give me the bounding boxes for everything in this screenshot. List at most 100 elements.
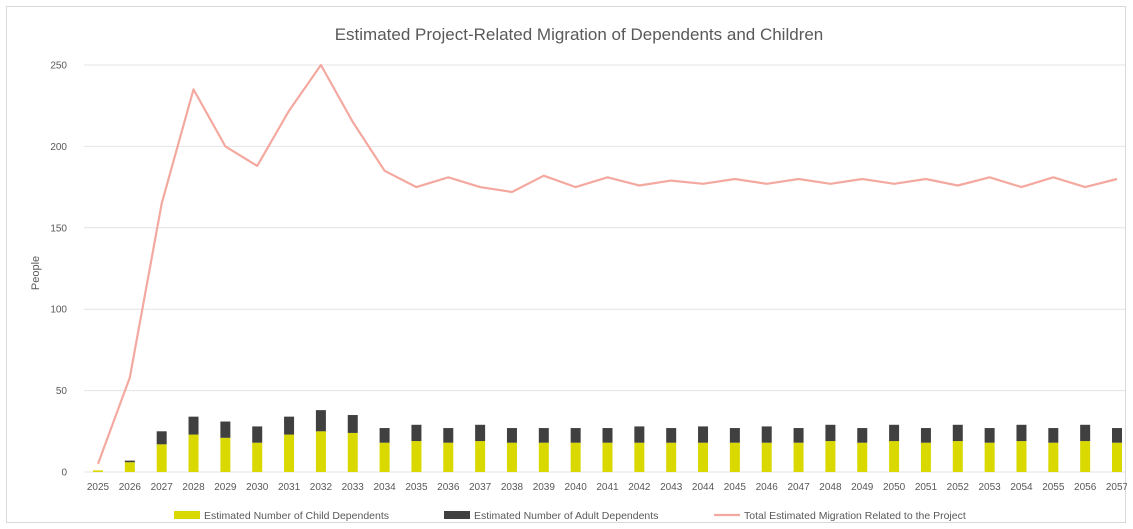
adult-dependents-bar-2052 xyxy=(952,424,963,442)
child-dependents-bar-2029 xyxy=(220,437,231,472)
adult-dependents-bar-2028 xyxy=(188,416,199,435)
adult-dependents-bar-2040 xyxy=(570,428,581,443)
x-tick-label-2048: 2048 xyxy=(819,482,842,493)
legend-label: Total Estimated Migration Related to the… xyxy=(744,510,966,522)
adult-dependents-bar-2026 xyxy=(124,460,135,463)
x-tick-label-2051: 2051 xyxy=(915,482,938,493)
chart-title: Estimated Project-Related Migration of D… xyxy=(335,25,824,44)
adult-dependents-bar-2053 xyxy=(984,428,995,443)
child-dependents-bar-2042 xyxy=(634,442,645,472)
x-tick-label-2035: 2035 xyxy=(405,482,428,493)
adult-dependents-bar-2041 xyxy=(602,428,613,443)
child-dependents-bar-2044 xyxy=(698,442,709,472)
x-tick-label-2053: 2053 xyxy=(979,482,1002,493)
adult-dependents-bar-2035 xyxy=(411,424,422,442)
x-tick-label-2054: 2054 xyxy=(1010,482,1033,493)
x-tick-label-2037: 2037 xyxy=(469,482,492,493)
y-tick-label: 200 xyxy=(50,142,67,153)
child-dependents-bar-2036 xyxy=(443,442,454,472)
adult-dependents-bar-2056 xyxy=(1080,424,1091,442)
chart-frame: Estimated Project-Related Migration of D… xyxy=(6,6,1127,523)
y-tick-label: 250 xyxy=(50,61,67,72)
adult-dependents-bar-2049 xyxy=(857,428,868,443)
y-tick-label: 0 xyxy=(61,468,67,479)
x-tick-label-2028: 2028 xyxy=(182,482,205,493)
adult-dependents-bar-2032 xyxy=(315,410,326,432)
x-tick-label-2050: 2050 xyxy=(883,482,906,493)
adult-dependents-bar-2051 xyxy=(920,428,931,443)
child-dependents-bar-2030 xyxy=(252,442,263,472)
x-tick-label-2039: 2039 xyxy=(533,482,556,493)
adult-dependents-bar-2043 xyxy=(666,428,677,443)
x-tick-label-2040: 2040 xyxy=(565,482,588,493)
child-dependents-bar-2048 xyxy=(825,441,836,472)
gridlines xyxy=(84,64,1125,473)
x-tick-label-2049: 2049 xyxy=(851,482,874,493)
child-dependents-bar-2038 xyxy=(506,442,517,472)
legend-swatch-child-dependents xyxy=(174,511,200,519)
child-dependents-bar-2034 xyxy=(379,442,390,472)
x-tick-label-2038: 2038 xyxy=(501,482,524,493)
migration-chart: Estimated Project-Related Migration of D… xyxy=(30,25,1127,522)
x-tick-label-2034: 2034 xyxy=(373,482,396,493)
adult-dependents-bar-2039 xyxy=(538,428,549,443)
y-tick-label: 50 xyxy=(56,386,68,397)
child-dependents-bar-2037 xyxy=(475,441,486,472)
adult-dependents-bar-2027 xyxy=(156,431,167,445)
total-migration-line xyxy=(96,63,1118,465)
child-dependents-bar-2046 xyxy=(761,442,772,472)
x-axis-ticks: 2025 2026 2027 2028 2029 2030 2031 2032 2033 2034… xyxy=(87,482,1127,493)
x-tick-label-2032: 2032 xyxy=(310,482,333,493)
x-tick-label-2055: 2055 xyxy=(1042,482,1065,493)
adult-dependents-bar-2046 xyxy=(761,426,772,443)
legend: Estimated Number of Child Dependents Esti… xyxy=(174,510,966,522)
adult-dependents-bar-2044 xyxy=(698,426,709,443)
y-tick-label: 100 xyxy=(50,305,67,316)
x-tick-label-2031: 2031 xyxy=(278,482,301,493)
adult-dependents-bar-2030 xyxy=(252,426,263,443)
x-tick-label-2041: 2041 xyxy=(596,482,619,493)
y-tick-label: 150 xyxy=(50,223,67,234)
child-dependents-bar-2027 xyxy=(156,444,167,472)
adult-dependents-bar-2054 xyxy=(1016,424,1027,442)
x-tick-label-2029: 2029 xyxy=(214,482,237,493)
x-tick-label-2036: 2036 xyxy=(437,482,460,493)
child-dependents-bar-2040 xyxy=(570,442,581,472)
child-dependents-bar-2031 xyxy=(284,434,295,472)
child-dependents-bar-2039 xyxy=(538,442,549,472)
child-dependents-bar-2056 xyxy=(1080,441,1091,472)
adult-dependents-bar-2050 xyxy=(889,424,900,442)
child-dependents-bar-2041 xyxy=(602,442,613,472)
x-tick-label-2042: 2042 xyxy=(628,482,651,493)
adult-dependents-bar-2048 xyxy=(825,424,836,442)
child-dependents-bar-2054 xyxy=(1016,441,1027,472)
adult-dependents-bar-2029 xyxy=(220,421,231,438)
legend-label: Estimated Number of Adult Dependents xyxy=(474,510,658,522)
y-axis-label: People xyxy=(30,256,42,290)
child-dependents-bar-2026 xyxy=(124,462,135,472)
legend-swatch-adult-dependents xyxy=(444,511,470,519)
adult-dependents-bar-2055 xyxy=(1048,428,1059,443)
child-dependents-bar-2050 xyxy=(889,441,900,472)
child-dependents-bar-2057 xyxy=(1112,442,1122,472)
x-tick-label-2056: 2056 xyxy=(1074,482,1097,493)
y-axis-ticks: 0 50 100 150 200 250 xyxy=(50,61,67,479)
adult-dependents-bar-2037 xyxy=(475,424,486,442)
adult-dependents-bar-2057 xyxy=(1112,428,1122,443)
x-tick-label-2027: 2027 xyxy=(151,482,174,493)
legend-label: Estimated Number of Child Dependents xyxy=(204,510,389,522)
line-series xyxy=(96,63,1118,465)
x-tick-label-2046: 2046 xyxy=(756,482,779,493)
child-dependents-bar-2043 xyxy=(666,442,677,472)
child-dependents-bar-2049 xyxy=(857,442,868,472)
bar-series xyxy=(93,410,1122,472)
x-tick-label-2057: 2057 xyxy=(1106,482,1127,493)
adult-dependents-bar-2047 xyxy=(793,428,804,443)
x-tick-label-2033: 2033 xyxy=(342,482,365,493)
child-dependents-bar-2032 xyxy=(315,431,326,472)
child-dependents-bar-2028 xyxy=(188,434,199,472)
child-dependents-bar-2053 xyxy=(984,442,995,472)
child-dependents-bar-2025 xyxy=(93,470,103,472)
x-tick-label-2044: 2044 xyxy=(692,482,715,493)
child-dependents-bar-2045 xyxy=(729,442,740,472)
